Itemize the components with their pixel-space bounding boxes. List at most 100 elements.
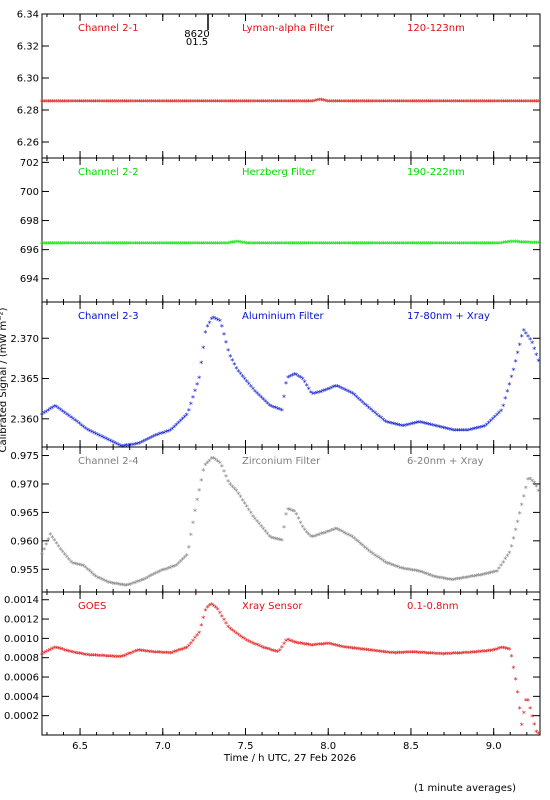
- data-point: *: [301, 376, 305, 385]
- data-point: *: [392, 240, 396, 249]
- data-point: *: [383, 559, 387, 568]
- data-point: *: [77, 240, 81, 249]
- data-point: *: [42, 410, 46, 419]
- data-point: *: [92, 240, 96, 249]
- data-point: *: [48, 98, 52, 107]
- data-point: *: [425, 650, 429, 659]
- data-point: *: [536, 98, 540, 107]
- data-point: *: [505, 98, 509, 107]
- data-point: *: [65, 411, 69, 420]
- data-point: *: [332, 641, 336, 650]
- data-point: *: [437, 424, 441, 433]
- data-point: *: [458, 98, 462, 107]
- data-point: *: [199, 240, 203, 249]
- data-point: *: [42, 240, 46, 249]
- data-point: *: [476, 240, 480, 249]
- data-point: *: [94, 652, 98, 661]
- data-point: *: [251, 386, 255, 395]
- data-point: *: [59, 240, 63, 249]
- data-point: *: [367, 547, 371, 556]
- data-point: *: [54, 404, 58, 413]
- data-point: *: [61, 408, 65, 417]
- data-point: *: [195, 497, 199, 506]
- data-point: *: [410, 98, 414, 107]
- data-point: *: [427, 98, 431, 107]
- data-point: *: [352, 98, 356, 107]
- data-point: *: [350, 98, 354, 107]
- data-point: *: [514, 358, 518, 367]
- data-point: *: [528, 336, 532, 345]
- data-point: *: [224, 98, 228, 107]
- data-point: *: [392, 650, 396, 659]
- data-point: *: [50, 404, 54, 413]
- data-point: *: [514, 676, 518, 685]
- data-point: *: [42, 98, 46, 107]
- data-point: *: [327, 640, 331, 649]
- data-point: *: [301, 641, 305, 650]
- data-point: *: [452, 427, 456, 436]
- data-point: *: [512, 535, 516, 544]
- data-point: *: [483, 571, 487, 580]
- data-point: *: [290, 98, 294, 107]
- data-point: *: [292, 240, 296, 249]
- data-point: *: [108, 98, 112, 107]
- data-point: *: [518, 510, 522, 519]
- data-point: *: [416, 240, 420, 249]
- data-point: *: [398, 650, 402, 659]
- data-point: *: [402, 98, 406, 107]
- x-axis-title: Time / h UTC, 27 Feb 2026: [223, 753, 356, 764]
- data-point: *: [61, 646, 65, 655]
- data-point: *: [346, 531, 350, 540]
- data-point: *: [222, 331, 226, 340]
- data-point: *: [191, 240, 195, 249]
- data-point: *: [377, 98, 381, 107]
- data-point: *: [452, 240, 456, 249]
- data-point: *: [212, 240, 216, 249]
- data-point: *: [48, 531, 52, 540]
- data-point: *: [179, 240, 183, 249]
- data-point: *: [50, 534, 54, 543]
- data-point: *: [489, 570, 493, 579]
- data-point: *: [117, 98, 121, 107]
- data-point: *: [512, 664, 516, 673]
- data-point: *: [154, 98, 158, 107]
- data-point: *: [307, 98, 311, 107]
- y-tick-label: 702: [20, 158, 39, 169]
- data-point: *: [127, 240, 131, 249]
- data-point: *: [112, 98, 116, 107]
- data-point: *: [402, 649, 406, 658]
- data-point: *: [96, 98, 100, 107]
- data-point: *: [485, 648, 489, 657]
- data-point: *: [168, 427, 172, 436]
- data-point: *: [193, 508, 197, 517]
- data-point: *: [71, 416, 75, 425]
- data-point: *: [447, 240, 451, 249]
- data-point: *: [133, 98, 137, 107]
- data-point: *: [197, 240, 201, 249]
- data-point: *: [299, 98, 303, 107]
- data-point: *: [131, 649, 135, 658]
- data-point: *: [536, 358, 540, 367]
- data-point: *: [104, 653, 108, 662]
- data-point: *: [263, 98, 267, 107]
- y-tick-label: 0.0014: [4, 595, 39, 606]
- data-point: *: [416, 649, 420, 658]
- data-point: *: [121, 240, 125, 249]
- data-point: *: [57, 405, 61, 414]
- data-point: *: [123, 582, 127, 591]
- data-point: *: [197, 375, 201, 384]
- data-point: *: [243, 240, 247, 249]
- data-point: *: [296, 373, 300, 382]
- data-point: *: [437, 651, 441, 660]
- data-point: *: [160, 430, 164, 439]
- data-point: *: [125, 240, 129, 249]
- data-point: *: [309, 240, 313, 249]
- data-point: *: [421, 569, 425, 578]
- data-point: *: [73, 649, 77, 658]
- data-point: *: [325, 240, 329, 249]
- data-point: *: [346, 240, 350, 249]
- data-point: *: [247, 240, 251, 249]
- data-point: *: [340, 240, 344, 249]
- data-point: *: [83, 240, 87, 249]
- x-tick-label: 7.5: [238, 741, 254, 752]
